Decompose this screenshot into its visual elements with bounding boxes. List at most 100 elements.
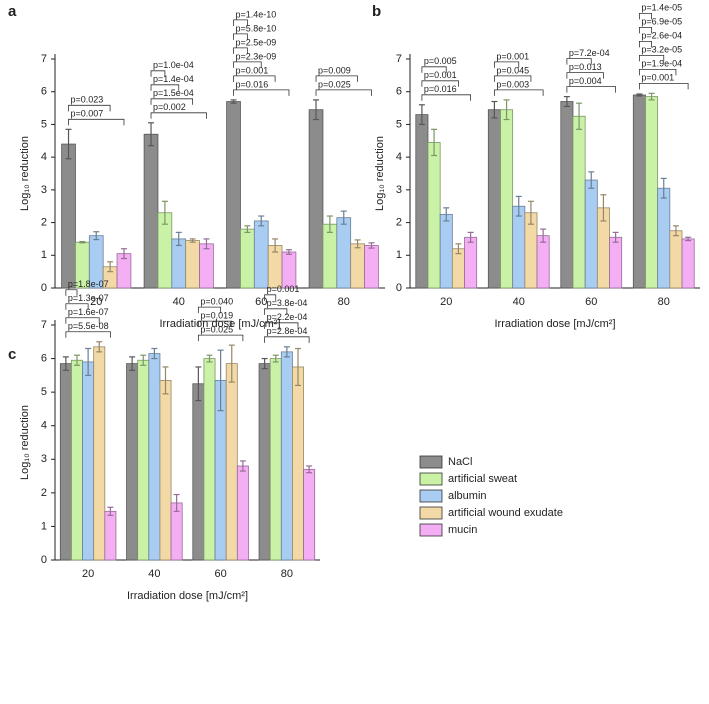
- bar: [148, 353, 161, 561]
- significance-bracket: [566, 72, 604, 79]
- p-value: p=0.016: [424, 84, 457, 94]
- bar: [427, 142, 441, 289]
- significance-bracket: [493, 89, 544, 96]
- significance-bracket: [638, 26, 652, 34]
- bar: [364, 245, 379, 289]
- y-tick-label: 7: [396, 53, 402, 65]
- legend-swatch: [419, 455, 443, 469]
- significance-bracket: [233, 33, 248, 40]
- y-tick-label: 5: [396, 118, 402, 130]
- y-tick-label: 2: [41, 216, 47, 228]
- bar: [226, 101, 241, 289]
- legend-label: artificial wound exudate: [448, 507, 563, 519]
- significance-bracket: [65, 303, 89, 310]
- p-value: p=7.2e-04: [569, 48, 610, 58]
- y-axis-label: Log₁₀ reduction: [19, 136, 31, 211]
- p-value: p=0.016: [236, 79, 269, 89]
- significance-bracket: [150, 84, 180, 91]
- significance-bracket: [233, 61, 262, 68]
- y-tick-label: 6: [41, 352, 47, 364]
- bar: [645, 96, 659, 289]
- significance-bracket: [197, 306, 222, 314]
- bar: [61, 143, 76, 289]
- x-tick-label: 60: [255, 296, 267, 308]
- bar: [159, 379, 172, 561]
- legend-label: mucin: [448, 524, 477, 536]
- bar: [336, 217, 352, 289]
- x-tick-label: 40: [148, 568, 160, 580]
- x-tick-label: 80: [658, 296, 670, 308]
- bar: [632, 94, 646, 289]
- p-value: p=0.003: [496, 79, 529, 89]
- significance-bracket: [233, 19, 248, 26]
- x-tick-label: 20: [440, 296, 452, 308]
- y-tick-label: 5: [41, 386, 47, 398]
- legend-swatch: [419, 472, 443, 486]
- x-tick-label: 80: [338, 296, 350, 308]
- significance-bracket: [421, 80, 459, 87]
- bar: [681, 238, 695, 289]
- p-value: p=0.001: [267, 284, 300, 294]
- p-value: p=0.004: [569, 76, 602, 86]
- bar: [536, 235, 550, 289]
- p-value: p=3.8e-04: [267, 298, 308, 308]
- bar: [143, 133, 159, 289]
- x-axis-label: Irradiation dose [mJ/cm²]: [127, 590, 248, 602]
- y-tick-label: 0: [41, 282, 47, 294]
- bar: [464, 236, 478, 289]
- y-tick-label: 3: [41, 184, 47, 196]
- bar: [292, 366, 304, 561]
- legend-label: NaCl: [448, 456, 472, 468]
- legend-label: albumin: [448, 490, 487, 502]
- bar: [657, 187, 671, 289]
- significance-bracket: [493, 61, 520, 68]
- x-tick-label: 40: [173, 296, 185, 308]
- y-tick-label: 2: [41, 487, 47, 499]
- bar: [199, 243, 214, 289]
- significance-bracket: [638, 40, 652, 48]
- p-value: p=0.045: [496, 65, 529, 75]
- p-value: p=5.5e-08: [68, 321, 109, 331]
- bar: [439, 213, 453, 289]
- bar: [308, 109, 324, 289]
- p-value: p=1.4e-05: [641, 3, 682, 13]
- significance-bracket: [421, 66, 447, 73]
- y-tick-label: 6: [41, 86, 47, 98]
- bar: [104, 510, 117, 561]
- significance-bracket: [493, 75, 532, 82]
- significance-bracket: [65, 331, 111, 338]
- significance-bracket: [421, 94, 472, 101]
- p-value: p=5.8e-10: [236, 23, 277, 33]
- p-value: p=0.001: [496, 51, 529, 61]
- x-axis-label: Irradiation dose [mJ/cm²]: [494, 318, 615, 330]
- bar: [609, 236, 623, 289]
- bar: [71, 359, 83, 561]
- y-tick-label: 0: [41, 554, 47, 566]
- y-tick-label: 1: [41, 520, 47, 532]
- bar: [280, 351, 293, 561]
- bar: [203, 358, 216, 561]
- significance-bracket: [638, 54, 665, 62]
- bar: [415, 114, 429, 289]
- bar: [240, 228, 255, 289]
- x-tick-label: 60: [215, 568, 227, 580]
- p-value: p=3.2e-05: [641, 45, 682, 55]
- significance-bracket: [68, 104, 111, 112]
- legend-label: artificial sweat: [448, 473, 517, 485]
- p-value: p=0.019: [200, 311, 233, 321]
- p-value: p=2.2e-04: [267, 312, 308, 322]
- x-tick-label: 40: [513, 296, 525, 308]
- bar: [82, 361, 95, 561]
- bar: [236, 465, 249, 561]
- y-tick-label: 0: [396, 282, 402, 294]
- panel-label: c: [8, 346, 16, 363]
- p-value: p=0.025: [318, 79, 351, 89]
- bar: [185, 240, 200, 289]
- y-axis-label: Log₁₀ reduction: [19, 405, 31, 480]
- y-tick-label: 6: [396, 86, 402, 98]
- significance-bracket: [638, 82, 689, 90]
- significance-bracket: [65, 317, 100, 324]
- bar: [93, 346, 106, 561]
- bar: [171, 238, 187, 289]
- bar: [512, 205, 526, 289]
